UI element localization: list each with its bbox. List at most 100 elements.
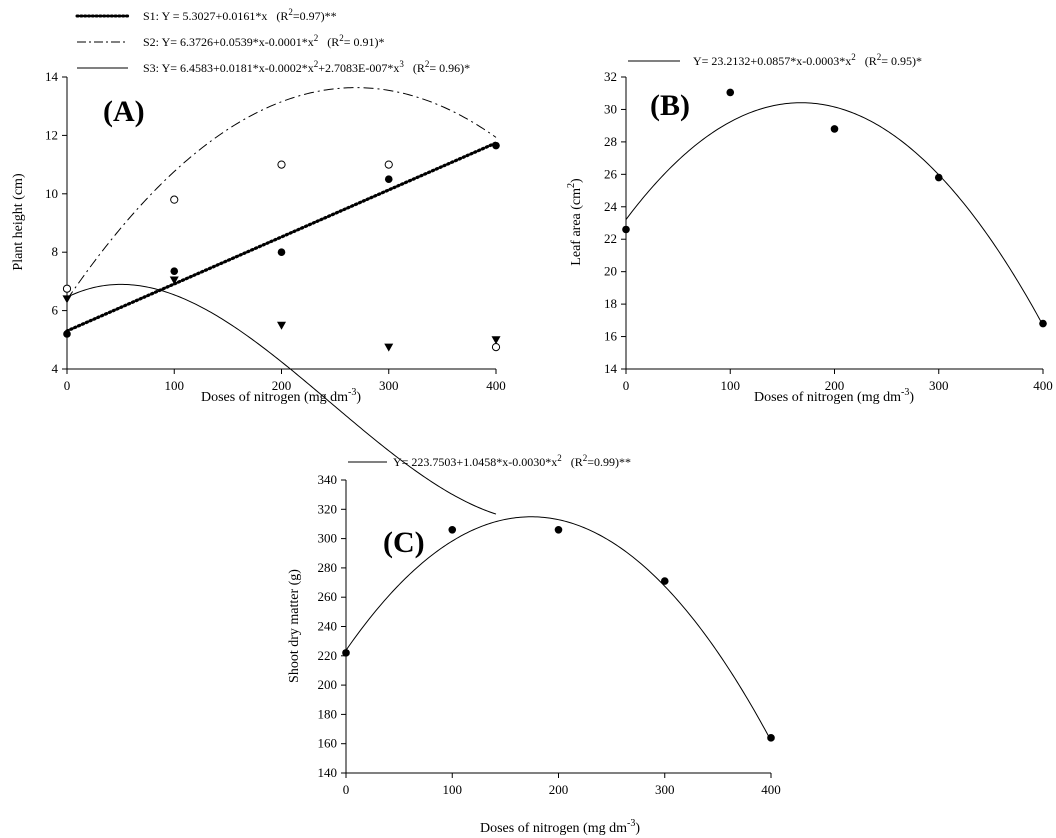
x-tick-label: 200 xyxy=(272,378,292,393)
data-point-a-s1 xyxy=(492,141,500,150)
points-c xyxy=(342,526,775,742)
x-tick-label: 0 xyxy=(623,378,630,393)
fit-curves-c xyxy=(345,516,772,741)
y-tick-label: 24 xyxy=(604,199,618,214)
data-point-b-s1 xyxy=(726,88,735,97)
data-point-a-s2 xyxy=(277,160,286,169)
data-point-a-s3 xyxy=(384,343,394,352)
ticks-c: 140 160 180 200 220 240 260 280 300 320 340 0 100 200… xyxy=(318,472,781,797)
y-tick-label: 16 xyxy=(604,329,618,344)
x-axis-label-c: Doses of nitrogen (mg dm-3) xyxy=(480,818,640,836)
y-tick-label: 180 xyxy=(318,706,338,721)
y-tick-label: 260 xyxy=(318,589,338,604)
fit-curves-a xyxy=(65,87,498,515)
data-point-c-s1 xyxy=(767,734,775,742)
legend-a-s2-label: S2: Y= 6.3726+0.0539*x-0.0001*x2 (R2= 0.… xyxy=(143,33,385,49)
y-tick-label: 14 xyxy=(45,69,59,84)
fit-curve-b-1 xyxy=(625,102,1044,326)
panel-label-a: (A) xyxy=(103,95,145,128)
y-tick-label: 32 xyxy=(604,69,617,84)
data-point-a-s1 xyxy=(170,267,179,275)
chart-a: S1: Y = 5.3027+0.0161*x (R2=0.97)** S2: … xyxy=(11,7,506,515)
x-tick-label: 300 xyxy=(379,378,399,393)
data-point-a-s3 xyxy=(62,295,72,304)
legend-b-label: Y= 23.2132+0.0857*x-0.0003*x2 (R2= 0.95)… xyxy=(693,52,922,68)
fit-curve-c-1 xyxy=(345,516,772,741)
y-tick-label: 320 xyxy=(318,501,338,516)
plot-area-b: 14 16 18 20 22 24 26 28 30 32 0 100 200 300 400 xyxy=(604,69,1053,393)
plot-area-c: 140 160 180 200 220 240 260 280 300 320 340 0 100 200… xyxy=(318,472,781,797)
x-tick-label: 0 xyxy=(64,378,71,393)
x-tick-label: 100 xyxy=(165,378,185,393)
x-tick-label: 300 xyxy=(929,378,949,393)
y-tick-label: 28 xyxy=(604,134,617,149)
data-point-b-s1 xyxy=(622,225,630,234)
x-axis-label-b: Doses of nitrogen (mg dm-3) xyxy=(754,387,914,405)
y-tick-label: 26 xyxy=(604,166,618,181)
x-tick-label: 200 xyxy=(825,378,845,393)
data-point-a-s3 xyxy=(169,276,179,285)
y-tick-label: 10 xyxy=(45,186,58,201)
y-axis-label-a: Plant height (cm) xyxy=(11,173,26,271)
y-tick-label: 340 xyxy=(318,472,338,487)
ticks-a: 4 6 8 10 12 14 0 100 200 300 400 xyxy=(45,69,506,393)
y-tick-label: 240 xyxy=(318,619,338,634)
data-point-a-s2 xyxy=(491,343,501,352)
x-axis-label-a: Doses of nitrogen (mg dm-3) xyxy=(201,387,361,405)
legend-b: Y= 23.2132+0.0857*x-0.0003*x2 (R2= 0.95)… xyxy=(628,52,922,68)
x-tick-label: 100 xyxy=(721,378,741,393)
y-tick-label: 14 xyxy=(604,361,618,376)
y-axis-label-b: Leaf area (cm2) xyxy=(566,178,584,266)
fit-curves-b xyxy=(625,102,1044,326)
y-tick-label: 30 xyxy=(604,101,617,116)
y-axis-label-c: Shoot dry matter (g) xyxy=(287,569,302,683)
y-tick-label: 12 xyxy=(45,127,58,142)
x-tick-label: 400 xyxy=(761,782,781,797)
plot-area-a: 4 6 8 10 12 14 0 100 200 300 400 xyxy=(45,69,506,515)
y-tick-label: 8 xyxy=(52,244,59,259)
data-point-a-s1 xyxy=(277,248,286,256)
legend-a-s1-label: S1: Y = 5.3027+0.0161*x (R2=0.97)** xyxy=(143,7,337,23)
fit-curve-a-3 xyxy=(66,283,497,515)
legend-c: Y= 223.7503+1.0458*x-0.0030*x2 (R2=0.99)… xyxy=(348,453,631,469)
data-point-a-s1 xyxy=(384,175,393,183)
chart-c: Y= 223.7503+1.0458*x-0.0030*x2 (R2=0.99)… xyxy=(287,453,781,836)
panel-label-b: (B) xyxy=(650,89,690,122)
data-point-c-s1 xyxy=(448,526,457,534)
data-point-a-s1 xyxy=(63,330,71,338)
data-point-a-s3 xyxy=(277,321,286,330)
data-point-c-s1 xyxy=(660,577,669,585)
y-tick-label: 20 xyxy=(604,264,617,279)
data-point-b-s1 xyxy=(934,173,943,182)
fit-curve-a-2 xyxy=(66,87,497,301)
panel-label-c: (C) xyxy=(383,526,425,559)
data-point-a-s2 xyxy=(384,160,393,169)
y-tick-label: 22 xyxy=(604,231,617,246)
legend-a-s3-label: S3: Y= 6.4583+0.0181*x-0.0002*x2+2.7083E… xyxy=(143,59,470,75)
x-tick-label: 100 xyxy=(443,782,463,797)
data-point-c-s1 xyxy=(342,649,350,657)
legend-a: S1: Y = 5.3027+0.0161*x (R2=0.97)** S2: … xyxy=(75,7,470,75)
points-b xyxy=(622,88,1047,328)
x-tick-label: 400 xyxy=(1033,378,1053,393)
y-tick-label: 18 xyxy=(604,296,617,311)
data-point-a-s3 xyxy=(491,336,501,345)
data-point-b-s1 xyxy=(830,125,839,133)
x-tick-label: 200 xyxy=(549,782,569,797)
chart-b: Y= 23.2132+0.0857*x-0.0003*x2 (R2= 0.95)… xyxy=(566,52,1053,405)
y-tick-label: 4 xyxy=(52,361,59,376)
data-point-a-s2 xyxy=(170,195,179,204)
fit-curve-a-1 xyxy=(65,141,498,333)
y-tick-label: 200 xyxy=(318,677,338,692)
y-tick-label: 140 xyxy=(318,765,338,780)
x-tick-label: 0 xyxy=(343,782,350,797)
y-tick-label: 300 xyxy=(318,531,338,546)
x-tick-label: 400 xyxy=(486,378,506,393)
legend-c-label: Y= 223.7503+1.0458*x-0.0030*x2 (R2=0.99)… xyxy=(393,453,631,469)
data-point-b-s1 xyxy=(1039,319,1047,328)
data-point-c-s1 xyxy=(554,526,563,534)
y-tick-label: 280 xyxy=(318,560,338,575)
y-tick-label: 160 xyxy=(318,736,338,751)
points-a xyxy=(62,141,501,352)
